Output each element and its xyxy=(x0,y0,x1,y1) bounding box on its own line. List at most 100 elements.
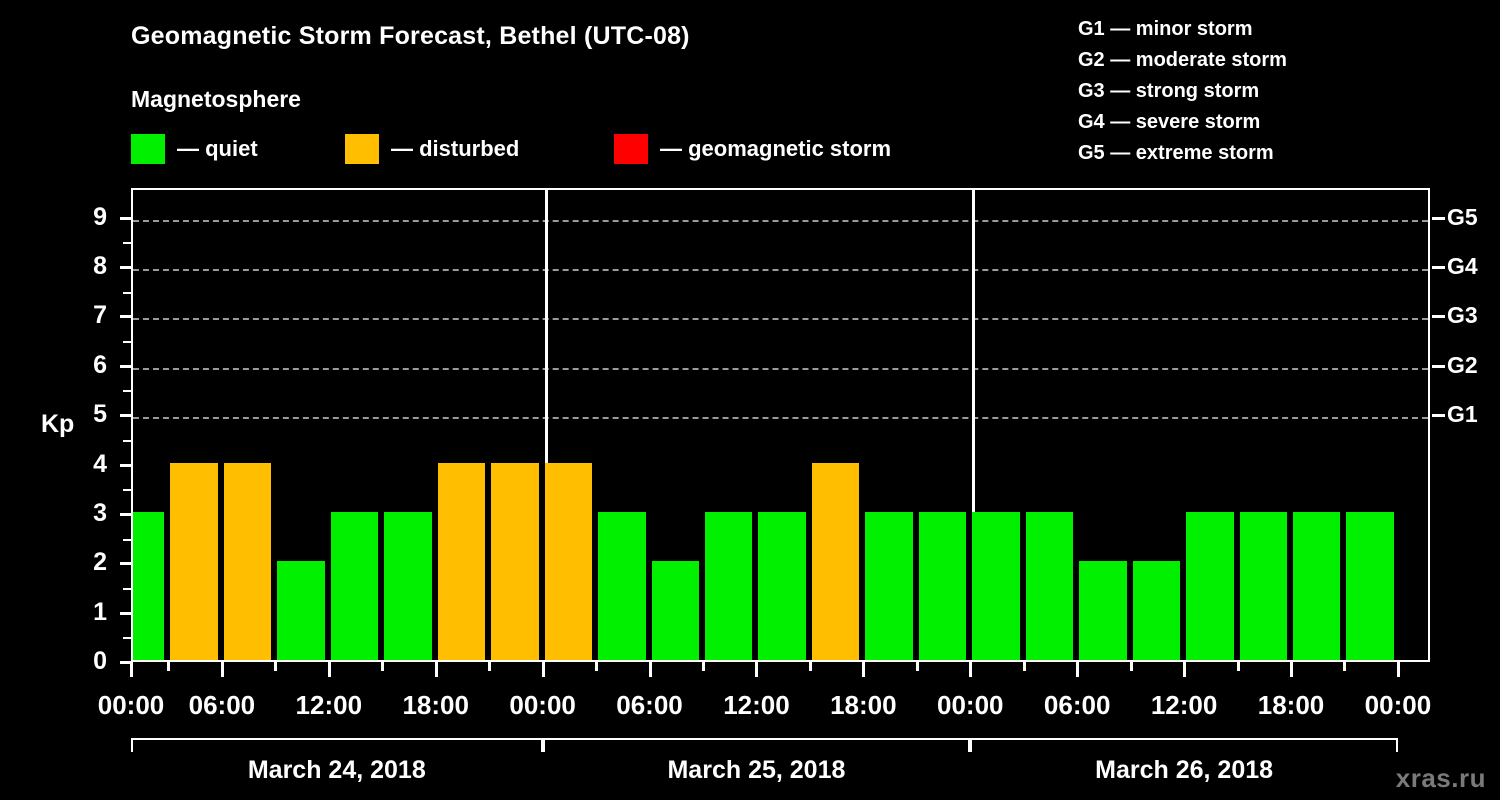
kp-bar[interactable] xyxy=(704,511,753,660)
legend-label-disturbed: — disturbed xyxy=(391,136,520,161)
y-minor-tick xyxy=(123,489,131,492)
y-tick-label-5: 5 xyxy=(93,400,107,429)
kp-bar[interactable] xyxy=(1025,511,1074,660)
kp-bar[interactable] xyxy=(223,462,272,660)
kp-bar[interactable] xyxy=(133,511,165,660)
y-tick-label-1: 1 xyxy=(93,597,107,626)
gridline-kp-5 xyxy=(133,417,1428,420)
kp-bar[interactable] xyxy=(651,561,699,660)
x-tick-label: 12:00 xyxy=(1150,690,1218,720)
y-minor-tick xyxy=(123,439,131,442)
x-tick-mark-5 xyxy=(648,662,652,677)
kp-bar[interactable] xyxy=(170,462,218,660)
gridline-kp-6 xyxy=(133,367,1428,370)
x-minor-tick xyxy=(1343,662,1347,671)
x-tick-mark-8 xyxy=(969,662,973,677)
gridline-kp-8 xyxy=(133,269,1428,271)
y-tick-mark-8 xyxy=(120,266,131,269)
y-tick-mark-6 xyxy=(120,364,131,368)
y-tick-mark-2 xyxy=(120,562,131,566)
kp-bar[interactable] xyxy=(384,511,432,660)
y-tick-label-6: 6 xyxy=(93,350,107,379)
x-tick-mark-12 xyxy=(1396,662,1400,677)
x-tick-label: 00:00 xyxy=(937,690,1004,720)
x-tick-mark-9 xyxy=(1076,662,1080,677)
kp-bar[interactable] xyxy=(1346,511,1394,660)
legend-swatch-disturbed xyxy=(345,134,379,164)
x-tick-label: 00:00 xyxy=(1364,690,1432,720)
y-minor-tick xyxy=(123,637,131,640)
g-tick-label-G3: G3 xyxy=(1447,302,1478,329)
kp-bar[interactable] xyxy=(972,511,1020,660)
kp-bar[interactable] xyxy=(598,511,646,660)
x-tick-mark-7 xyxy=(862,662,866,677)
x-minor-tick xyxy=(167,662,171,671)
x-tick-label: 00:00 xyxy=(509,690,576,720)
legend-entry-geomagnetic-storm: — geomagnetic storm xyxy=(614,133,891,165)
kp-bar[interactable] xyxy=(277,561,325,660)
y-tick-mark-5 xyxy=(120,414,131,418)
x-minor-tick xyxy=(488,662,492,671)
kp-bar[interactable] xyxy=(330,511,379,660)
day-label: March 25, 2018 xyxy=(667,756,846,784)
y-tick-mark-3 xyxy=(120,512,131,516)
magnetosphere-heading: Magnetosphere xyxy=(131,86,301,112)
kp-bar[interactable] xyxy=(544,462,593,660)
x-tick-label: 18:00 xyxy=(402,690,469,720)
g-scale-legend: G1 — minor storm G2 — moderate storm G3 — … xyxy=(1078,14,1287,169)
y-minor-tick xyxy=(123,291,131,294)
g-tick-mark-G2 xyxy=(1432,364,1445,368)
legend-label-quiet: — quiet xyxy=(177,136,258,161)
g-scale-row-2: G2 — moderate storm xyxy=(1078,49,1287,71)
x-tick-label: 18:00 xyxy=(1257,690,1325,720)
chart-plot-area xyxy=(131,188,1430,662)
legend-entry-disturbed: — disturbed xyxy=(345,133,519,165)
day-bracket-1 xyxy=(131,738,543,752)
g-tick-mark-G3 xyxy=(1432,315,1445,319)
g-scale-row-4: G4 — severe storm xyxy=(1078,111,1261,133)
day-label: March 24, 2018 xyxy=(247,756,426,784)
day-label: March 26, 2018 xyxy=(1095,756,1274,784)
x-tick-mark-1 xyxy=(220,662,224,677)
kp-bar[interactable] xyxy=(1186,511,1234,660)
watermark: xras.ru xyxy=(1395,763,1486,793)
x-tick-label: 12:00 xyxy=(723,690,790,720)
y-minor-tick xyxy=(123,341,131,344)
legend-swatch-quiet xyxy=(131,134,165,164)
kp-bar[interactable] xyxy=(918,511,967,660)
y-minor-tick xyxy=(123,242,131,245)
x-tick-mark-0 xyxy=(130,662,133,677)
day-divider-1 xyxy=(544,190,548,660)
y-tick-label-8: 8 xyxy=(93,252,107,280)
day-bracket-3 xyxy=(970,738,1398,752)
kp-bar[interactable] xyxy=(1239,511,1287,660)
kp-bar[interactable] xyxy=(1132,561,1181,660)
kp-bar[interactable] xyxy=(437,462,486,660)
x-minor-tick xyxy=(915,662,919,671)
g-tick-mark-G5 xyxy=(1432,216,1445,220)
kp-bar[interactable] xyxy=(1293,511,1341,660)
x-tick-label: 00:00 xyxy=(97,690,165,720)
day-bracket-2 xyxy=(542,738,971,752)
g-tick-mark-G1 xyxy=(1432,414,1445,418)
x-minor-tick xyxy=(1236,662,1240,671)
x-minor-tick xyxy=(1129,662,1133,671)
kp-bar[interactable] xyxy=(491,462,539,660)
kp-bar[interactable] xyxy=(865,511,913,660)
g-tick-label-G1: G1 xyxy=(1447,401,1478,428)
x-minor-tick xyxy=(1022,662,1026,671)
x-tick-label: 06:00 xyxy=(1043,690,1111,720)
y-tick-mark-9 xyxy=(120,216,131,220)
kp-bar[interactable] xyxy=(758,511,806,660)
y-tick-label-9: 9 xyxy=(93,202,107,231)
x-tick-mark-3 xyxy=(434,662,438,677)
kp-bar[interactable] xyxy=(811,462,860,660)
kp-bar[interactable] xyxy=(1079,561,1127,660)
y-tick-mark-7 xyxy=(120,315,131,319)
x-tick-mark-11 xyxy=(1290,662,1293,677)
y-tick-mark-4 xyxy=(120,463,131,467)
y-tick-mark-0 xyxy=(120,661,131,664)
plot-inner xyxy=(133,190,1428,660)
x-tick-label: 06:00 xyxy=(188,690,256,720)
page-title: Geomagnetic Storm Forecast, Bethel (UTC-… xyxy=(131,22,690,50)
